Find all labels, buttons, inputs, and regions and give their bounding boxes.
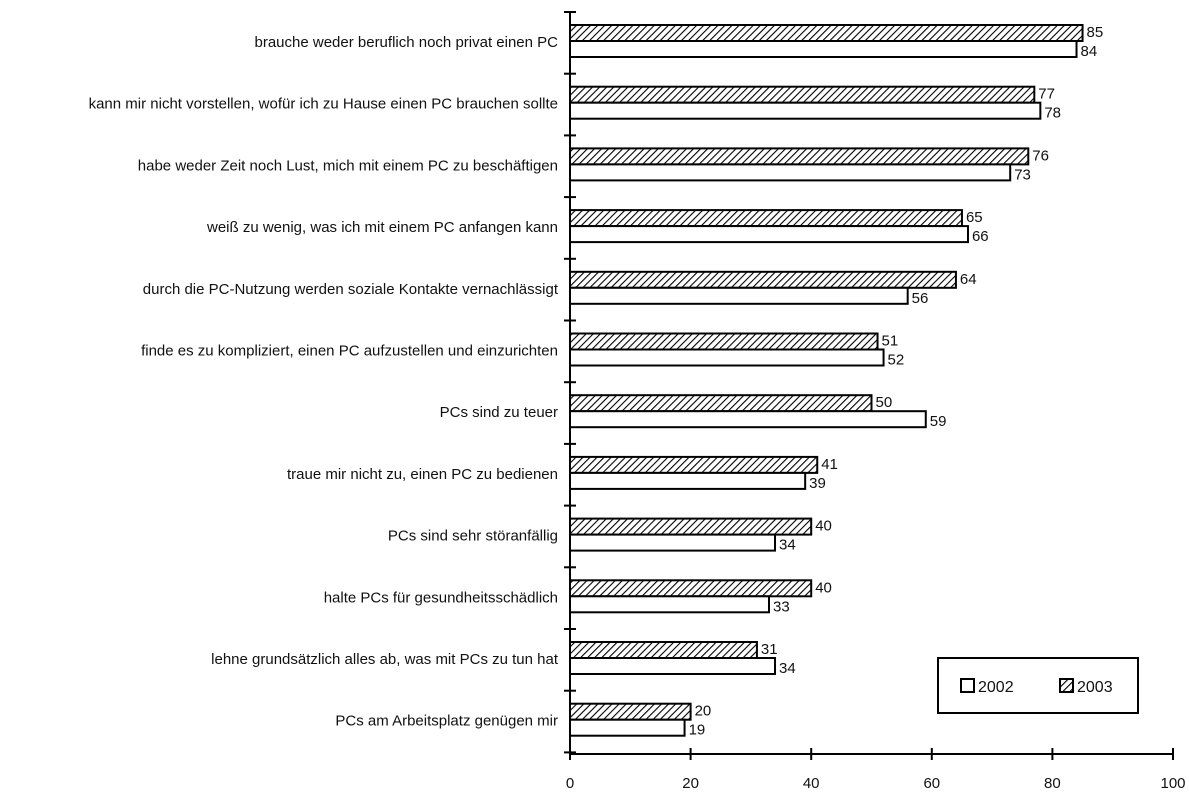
bar-2002 — [569, 595, 770, 614]
category-label: traue mir nicht zu, einen PC zu bedienen — [287, 466, 558, 483]
x-tick-label: 40 — [803, 775, 820, 792]
data-label-2003: 41 — [821, 456, 838, 473]
bar-2002 — [569, 533, 777, 552]
data-label-2002: 59 — [930, 413, 947, 430]
x-tick-label: 100 — [1160, 775, 1185, 792]
data-label-2003: 50 — [876, 394, 893, 411]
bar-2002 — [569, 225, 969, 244]
bars — [569, 24, 1084, 737]
data-label-2003: 76 — [1032, 147, 1049, 164]
category-label: PCs sind zu teuer — [440, 404, 558, 421]
data-label-2003: 20 — [695, 703, 712, 720]
category-label: halte PCs für gesundheitsschädlich — [324, 589, 558, 606]
category-label: durch die PC-Nutzung werden soziale Kont… — [143, 281, 559, 298]
bar-2002 — [569, 163, 1012, 182]
bar-2002 — [569, 657, 777, 675]
bar-2002 — [569, 101, 1042, 120]
bar-2003 — [569, 24, 1084, 42]
legend-swatch-2003 — [1059, 678, 1074, 693]
bar-2003 — [569, 702, 692, 721]
bar-2003 — [569, 270, 957, 289]
data-label-2002: 34 — [779, 537, 796, 554]
bar-2003 — [569, 641, 758, 659]
data-label-2003: 65 — [966, 209, 983, 226]
data-label-2003: 77 — [1038, 86, 1055, 103]
data-label-2002: 19 — [689, 722, 706, 739]
bar-2003 — [569, 332, 879, 351]
bar-2002 — [569, 40, 1078, 58]
labels: brauche weder beruflich noch privat eine… — [89, 24, 1104, 739]
x-tick-label: 80 — [1044, 775, 1061, 792]
bar-2003 — [569, 579, 813, 598]
bar-2003 — [569, 394, 873, 413]
data-label-2002: 52 — [888, 352, 905, 369]
data-label-2002: 33 — [773, 598, 790, 615]
category-label: habe weder Zeit noch Lust, mich mit eine… — [138, 157, 558, 174]
legend-swatch-2002 — [960, 678, 975, 693]
data-label-2002: 78 — [1044, 105, 1061, 122]
data-label-2003: 31 — [761, 641, 778, 658]
category-label: weiß zu wenig, was ich mit einem PC anfa… — [206, 219, 558, 236]
bar-2002 — [569, 471, 807, 490]
bar-2002 — [569, 348, 885, 367]
data-label-2003: 40 — [815, 579, 832, 596]
bar-2003 — [569, 517, 813, 536]
data-label-2002: 39 — [809, 475, 826, 492]
category-label: PCs sind sehr störanfällig — [388, 528, 558, 545]
x-tick-label: 60 — [923, 775, 940, 792]
bar-2003 — [569, 209, 963, 228]
bar-2003 — [569, 147, 1030, 166]
data-label-2003: 51 — [882, 333, 899, 350]
category-label: kann mir nicht vorstellen, wofür ich zu … — [89, 96, 558, 113]
data-label-2002: 66 — [972, 228, 989, 245]
axes: 0 20 40 60 80 100 — [564, 11, 1186, 792]
x-tick-label: 20 — [682, 775, 699, 792]
bar-2002 — [569, 286, 909, 305]
category-label: lehne grundsätzlich alles ab, was mit PC… — [211, 651, 559, 668]
data-label-2002: 73 — [1014, 166, 1031, 183]
x-tick-label: 0 — [566, 775, 574, 792]
data-label-2003: 85 — [1087, 24, 1104, 41]
data-label-2002: 84 — [1081, 43, 1098, 60]
category-label: brauche weder beruflich noch privat eine… — [254, 34, 558, 51]
legend-label-2002: 2002 — [978, 679, 1014, 696]
legend-label-2003: 2003 — [1077, 679, 1113, 696]
category-label: PCs am Arbeitsplatz genügen mir — [335, 713, 558, 730]
data-label-2002: 34 — [779, 660, 796, 677]
category-label: finde es zu kompliziert, einen PC aufzus… — [141, 343, 558, 360]
bar-2002 — [569, 410, 927, 429]
bar-2003 — [569, 85, 1036, 104]
legend: 2002 2003 — [937, 657, 1139, 714]
data-label-2003: 40 — [815, 518, 832, 535]
bar-2003 — [569, 455, 819, 474]
bar-2002 — [569, 718, 686, 737]
data-label-2003: 64 — [960, 271, 977, 288]
data-label-2002: 56 — [912, 290, 929, 307]
